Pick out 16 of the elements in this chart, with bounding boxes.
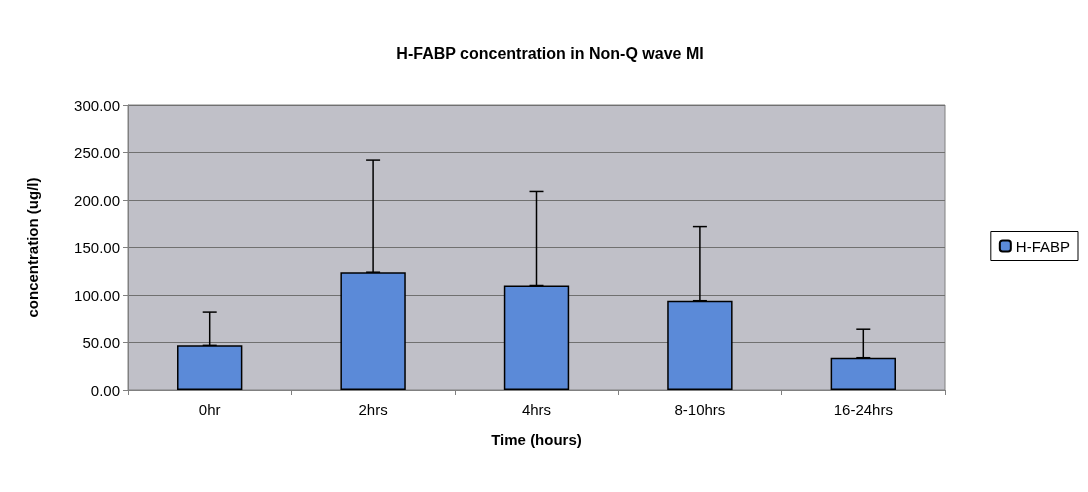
y-tick-label: 150.00 [74,239,120,256]
y-tick-label: 0.00 [90,381,120,399]
x-tick-label: 2hrs [358,401,388,418]
y-tick-label: 100.00 [74,286,120,304]
y-tick-label: 200.00 [74,191,120,209]
x-tick-label: 0hr [198,401,221,418]
x-tick-label: 16-24hrs [833,401,893,418]
x-axis-title: Time (hours) [491,431,582,448]
y-tick-label: 300.00 [74,96,120,114]
x-tick-label: 8-10hrs [674,401,726,418]
y-axis-title: concentration (ug/l) [24,177,41,318]
x-tick-label: 4hrs [521,401,552,418]
y-tick-label: 250.00 [74,144,120,161]
legend-label: H-FABP [1015,237,1071,255]
chart-title: H-FABP concentration in Non-Q wave MI [396,44,704,62]
y-tick-label: 50.00 [82,334,120,351]
